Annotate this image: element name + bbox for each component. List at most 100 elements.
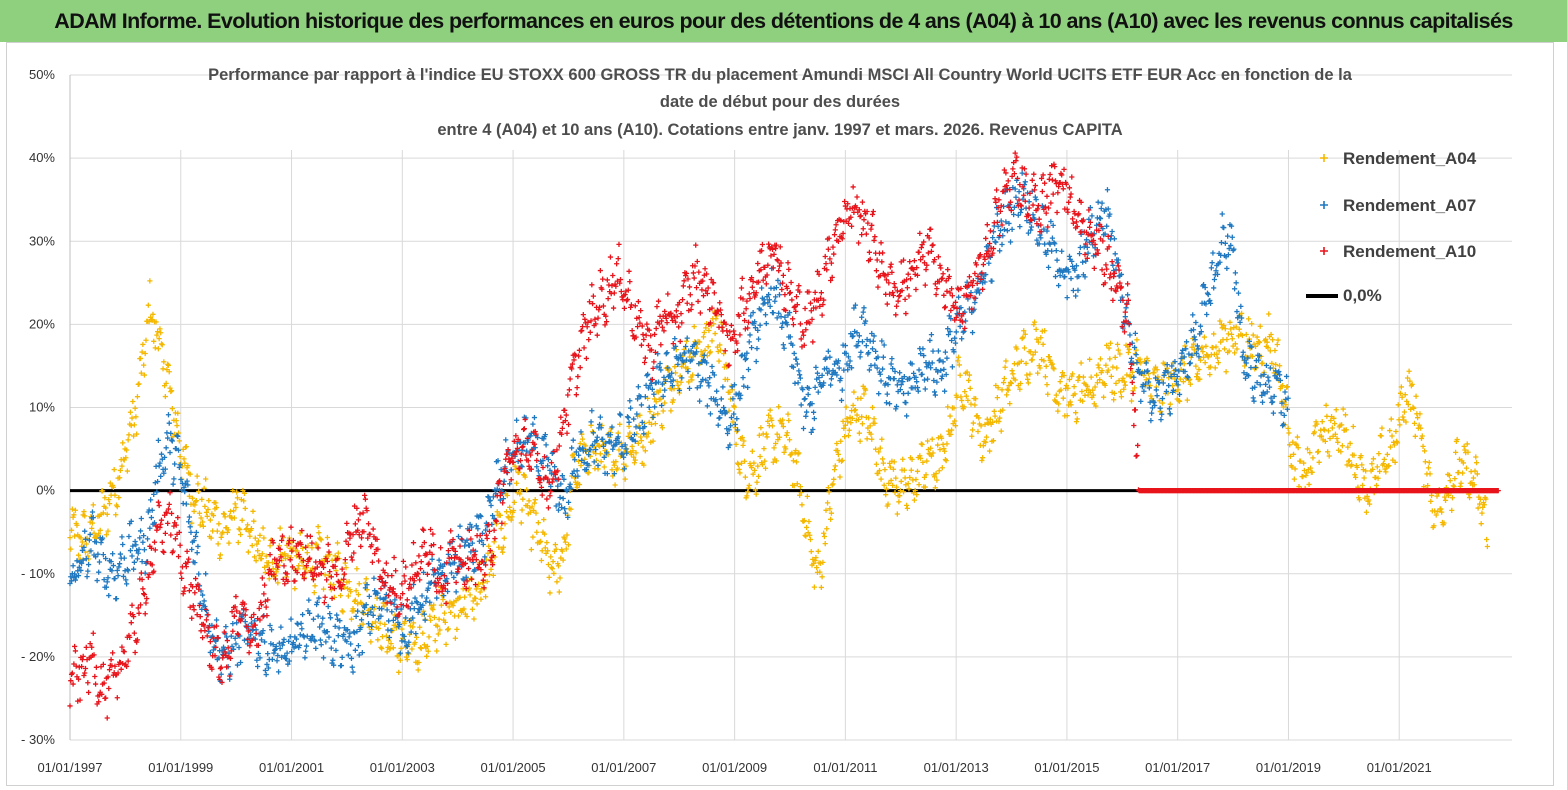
data-point xyxy=(631,416,637,422)
data-point xyxy=(208,535,214,541)
data-point xyxy=(906,486,912,492)
data-point xyxy=(638,402,645,408)
data-point xyxy=(389,609,395,615)
data-point xyxy=(890,466,897,472)
data-point xyxy=(509,514,515,520)
data-point xyxy=(534,529,540,535)
data-point xyxy=(938,376,945,382)
y-tick-label: 20% xyxy=(29,316,55,331)
data-point xyxy=(242,612,248,618)
data-point xyxy=(1214,351,1220,357)
data-point xyxy=(503,451,510,457)
x-tick-label: 01/01/2015 xyxy=(1034,760,1099,775)
data-point xyxy=(399,626,405,632)
data-point xyxy=(399,581,405,587)
data-point xyxy=(1025,230,1031,236)
data-point xyxy=(1315,448,1321,455)
data-point xyxy=(199,519,206,525)
data-point xyxy=(1452,476,1458,482)
data-point xyxy=(316,530,322,536)
data-point xyxy=(252,636,258,642)
data-point xyxy=(462,560,469,567)
data-point xyxy=(831,476,837,482)
data-point xyxy=(1066,269,1072,275)
data-point xyxy=(1041,226,1047,232)
data-point xyxy=(769,244,775,250)
data-point xyxy=(724,332,731,338)
data-point xyxy=(579,436,586,442)
data-point xyxy=(760,277,766,283)
data-point xyxy=(593,447,599,453)
data-point xyxy=(497,497,503,503)
data-point xyxy=(189,546,195,553)
data-point xyxy=(1073,418,1080,425)
data-point xyxy=(990,229,997,235)
data-point xyxy=(1030,352,1036,358)
data-point xyxy=(769,423,776,429)
data-point xyxy=(975,428,981,435)
data-point xyxy=(798,490,804,496)
data-point xyxy=(210,512,217,519)
data-point xyxy=(1125,349,1131,356)
data-point xyxy=(884,391,890,397)
data-point xyxy=(643,332,649,338)
data-point xyxy=(1264,389,1270,395)
data-point xyxy=(704,290,710,297)
data-point xyxy=(78,535,84,541)
data-point xyxy=(810,339,816,345)
data-point xyxy=(282,555,289,562)
data-point xyxy=(1272,347,1278,354)
data-point xyxy=(775,277,781,284)
data-point xyxy=(730,335,736,342)
data-point xyxy=(842,434,848,440)
data-point xyxy=(834,440,840,447)
data-point xyxy=(242,505,248,512)
data-point xyxy=(457,543,463,549)
data-point xyxy=(435,631,441,637)
data-point xyxy=(911,370,917,376)
data-point xyxy=(327,584,334,590)
data-point xyxy=(616,241,622,247)
data-point xyxy=(149,507,155,513)
data-point xyxy=(187,524,193,530)
data-point xyxy=(83,644,89,650)
data-point xyxy=(132,538,138,545)
data-point xyxy=(217,676,223,683)
data-point xyxy=(405,604,411,610)
data-point xyxy=(633,334,639,340)
data-point xyxy=(426,634,432,640)
data-point xyxy=(828,382,834,388)
data-point xyxy=(595,462,601,469)
data-point xyxy=(124,468,130,474)
data-point xyxy=(474,601,480,607)
data-point xyxy=(930,450,936,456)
data-point xyxy=(828,260,835,266)
data-point xyxy=(238,616,244,622)
data-point xyxy=(74,522,80,528)
data-point xyxy=(587,447,593,453)
data-point xyxy=(339,566,345,572)
data-point xyxy=(431,567,438,573)
data-point xyxy=(299,626,305,632)
data-point xyxy=(607,254,614,260)
data-point xyxy=(228,633,234,639)
data-point xyxy=(948,307,954,314)
data-point xyxy=(115,573,121,579)
data-point xyxy=(565,542,572,548)
data-point xyxy=(1359,482,1366,488)
data-point xyxy=(132,649,138,656)
data-point xyxy=(1245,355,1251,361)
data-point xyxy=(234,620,240,626)
data-point xyxy=(344,520,350,526)
data-point xyxy=(1128,398,1135,404)
data-point xyxy=(414,600,420,606)
data-point xyxy=(1224,265,1230,272)
data-point xyxy=(1382,466,1388,472)
data-point xyxy=(138,370,144,376)
data-point xyxy=(492,535,498,542)
data-point xyxy=(542,545,548,551)
data-point xyxy=(1097,377,1103,383)
data-point xyxy=(1006,220,1012,227)
data-point xyxy=(349,557,355,563)
data-point xyxy=(765,262,771,268)
